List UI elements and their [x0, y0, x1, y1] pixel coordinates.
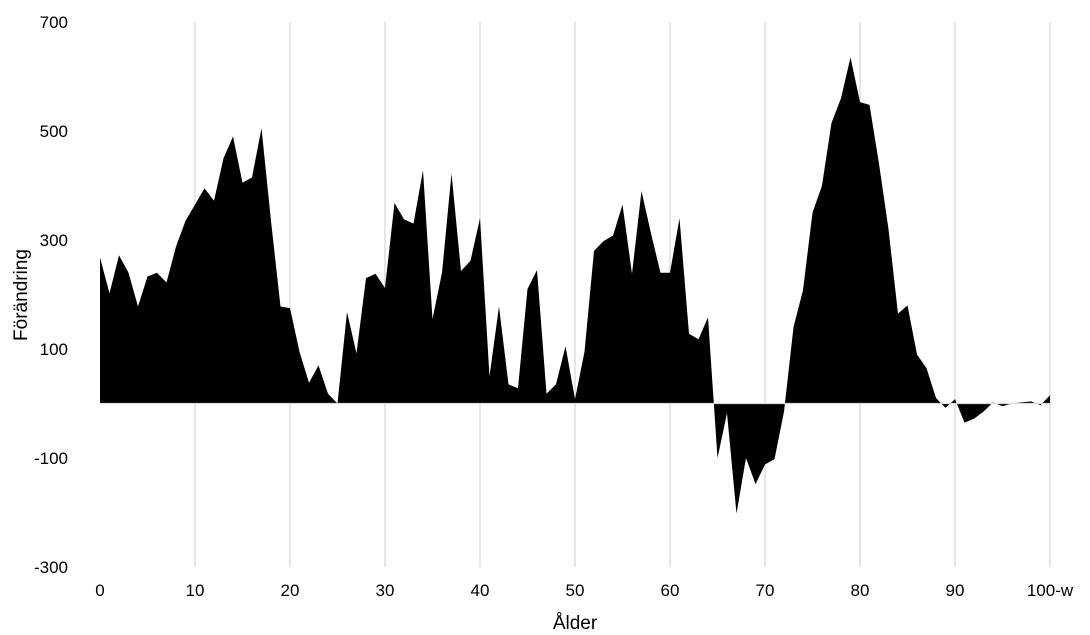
- x-axis-ticks: 0 10 20 30 40 50 60 70 80 90 100-w: [95, 581, 1074, 600]
- y-axis-title: Förändring: [11, 249, 32, 341]
- x-tick-label: 0: [95, 581, 104, 600]
- area-series: [100, 57, 1050, 514]
- x-tick-label: 40: [471, 581, 490, 600]
- x-tick-label: 90: [946, 581, 965, 600]
- y-axis-ticks: 700 500 300 100 -100 -300: [34, 13, 68, 577]
- plot-area: [100, 57, 1050, 514]
- y-tick-label: -100: [34, 449, 68, 468]
- x-tick-label: 80: [851, 581, 870, 600]
- x-tick-label: 30: [376, 581, 395, 600]
- x-axis-title: Ålder: [553, 613, 598, 634]
- y-tick-label: -300: [34, 558, 68, 577]
- y-tick-label: 700: [40, 13, 68, 32]
- y-tick-label: 500: [40, 122, 68, 141]
- x-tick-label: 50: [566, 581, 585, 600]
- x-tick-label: 70: [756, 581, 775, 600]
- x-tick-label: 100-w: [1027, 581, 1074, 600]
- x-tick-label: 20: [281, 581, 300, 600]
- y-tick-label: 300: [40, 231, 68, 250]
- x-tick-label: 60: [661, 581, 680, 600]
- x-tick-label: 10: [186, 581, 205, 600]
- y-tick-label: 100: [40, 340, 68, 359]
